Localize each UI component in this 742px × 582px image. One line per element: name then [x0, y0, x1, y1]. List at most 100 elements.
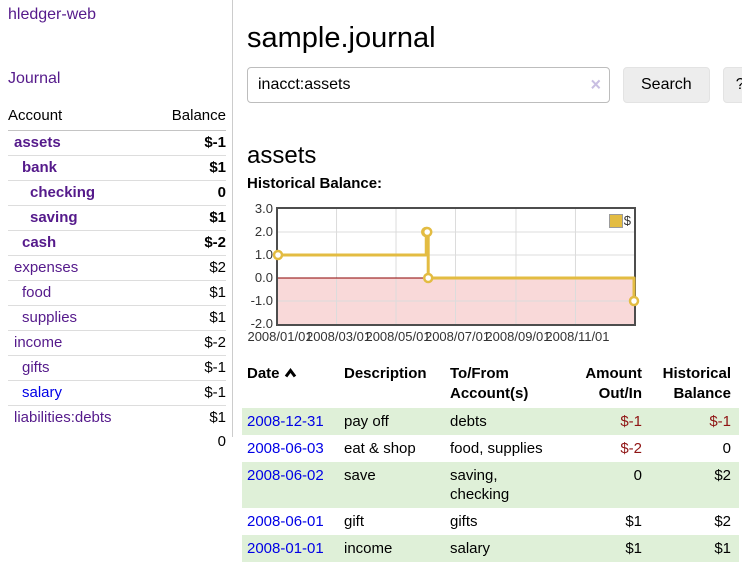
register-header-tofrom: To/From Account(s)	[448, 360, 560, 408]
register-table-body: 2008-12-31 pay off debts $-1 $-1 2008-06…	[242, 408, 739, 562]
account-balance: $-1	[204, 134, 226, 151]
account-row: checking 0	[8, 180, 226, 206]
clear-search-icon[interactable]: ×	[590, 74, 601, 95]
transaction-date-link[interactable]: 2008-06-02	[247, 467, 324, 484]
data-point-marker	[421, 226, 433, 238]
account-row: food $1	[8, 280, 226, 306]
transaction-date-link[interactable]: 2008-01-01	[247, 540, 324, 557]
data-point-marker	[628, 295, 640, 307]
transaction-row: 2008-12-31 pay off debts $-1 $-1	[242, 408, 739, 435]
transaction-row: 2008-06-01 gift gifts $1 $2	[242, 508, 739, 535]
accounts-table-header-row: Account Balance	[8, 102, 226, 131]
balance-header-line2: Balance	[673, 385, 731, 402]
account-link[interactable]: checking	[30, 184, 96, 201]
chart-plot-area: $	[272, 207, 640, 326]
x-axis-tick-label: 2008/07/01	[424, 329, 491, 344]
account-link[interactable]: supplies	[22, 309, 78, 326]
tofrom-header-line2: Account(s)	[450, 385, 529, 402]
y-axis-tick-label: 1.0	[254, 247, 273, 262]
register-header-amount: Amount Out/In	[560, 360, 644, 408]
account-ref: saving,	[450, 467, 498, 484]
account-link[interactable]: bank	[22, 159, 58, 176]
register-table: Date Description To/From Account(s) Amou…	[242, 360, 739, 562]
account-balance: $-1	[151, 355, 226, 381]
account-link[interactable]: cash	[22, 234, 57, 251]
sort-ascending-icon	[284, 365, 297, 385]
account-balance: $1	[151, 405, 226, 430]
transaction-amount: $1	[625, 513, 642, 530]
transaction-balance: $-1	[709, 413, 731, 430]
account-row: expenses $2	[8, 255, 226, 281]
search-help-button[interactable]: ?	[722, 67, 742, 103]
x-axis-tick-label: 2008/03/01	[305, 329, 372, 344]
transaction-amount: $1	[625, 540, 642, 557]
search-input[interactable]	[247, 67, 610, 103]
account-balance: 0	[151, 180, 226, 206]
account-link[interactable]: assets	[14, 134, 61, 151]
account-row: income $-2	[8, 330, 226, 356]
balance-header-line1: Historical	[662, 365, 731, 382]
account-row: assets $-1	[8, 131, 226, 156]
account-heading: assets	[247, 141, 317, 169]
transaction-date-link[interactable]: 2008-06-01	[247, 513, 324, 530]
y-axis-tick-label: -2.0	[250, 316, 273, 331]
account-row: saving $1	[8, 205, 226, 231]
account-link[interactable]: gifts	[22, 359, 50, 376]
accounts-header-balance: Balance	[151, 102, 226, 131]
account-link[interactable]: expenses	[14, 259, 79, 276]
account-balance: $1	[151, 280, 226, 306]
transaction-description: income	[344, 540, 393, 557]
account-balance: $-1	[151, 380, 226, 406]
account-row: cash $-2	[8, 230, 226, 256]
search-form: × Search ?	[247, 67, 742, 103]
accounts-total-row: 0	[8, 430, 226, 454]
account-link[interactable]: salary	[22, 384, 63, 401]
account-link[interactable]: food	[22, 284, 52, 301]
transaction-description: save	[344, 467, 376, 484]
sidebar: hledger-web Journal Account Balance asse…	[0, 0, 233, 450]
register-header-date[interactable]: Date	[242, 360, 342, 408]
date-header-label: Date	[247, 365, 280, 382]
account-row: salary $-1	[8, 380, 226, 406]
transaction-amount: $-2	[620, 440, 642, 457]
account-balance: $-2	[151, 330, 226, 356]
x-axis-tick-label: 2008/05/01	[365, 329, 431, 344]
account-row: gifts $-1	[8, 355, 226, 381]
chart-canvas	[272, 209, 640, 324]
sidebar-item-journal[interactable]: Journal	[8, 70, 61, 87]
app-brand-link[interactable]: hledger-web	[8, 6, 97, 23]
transaction-date-link[interactable]: 2008-06-03	[247, 440, 324, 457]
transaction-accounts: saving, checking	[448, 462, 560, 508]
accounts-table: Account Balance assets $-1 bank $1 check…	[8, 102, 226, 454]
transaction-date-link[interactable]: 2008-12-31	[247, 413, 324, 430]
transaction-row: 2008-06-02 save saving, checking 0 $2	[242, 462, 739, 508]
chart-section-label: Historical Balance:	[247, 175, 383, 192]
y-axis-tick-label: -1.0	[250, 293, 273, 308]
transaction-accounts: food, supplies	[448, 435, 560, 462]
transaction-description: gift	[344, 513, 365, 530]
transaction-row: 2008-06-03 eat & shop food, supplies $-2…	[242, 435, 739, 462]
transaction-balance: $2	[714, 513, 731, 530]
transaction-description: eat & shop	[344, 440, 416, 457]
account-ref: gifts	[450, 513, 478, 530]
transaction-balance: $1	[714, 540, 731, 557]
x-axis-tick-label: 2008/09/01	[485, 329, 551, 344]
account-balance: $1	[151, 155, 226, 181]
account-link[interactable]: income	[14, 334, 63, 351]
transaction-amount: 0	[633, 467, 642, 484]
search-button[interactable]: Search	[623, 67, 710, 103]
account-ref: salary	[450, 540, 491, 557]
tofrom-header-line1: To/From	[450, 365, 509, 382]
account-balance: $1	[151, 305, 226, 331]
transaction-description: pay off	[344, 413, 389, 430]
page-title: sample.journal	[247, 22, 436, 55]
amount-header-line1: Amount	[585, 365, 642, 382]
account-link[interactable]: liabilities:debts	[14, 409, 112, 426]
data-point-marker	[272, 249, 284, 261]
accounts-table-body: assets $-1 bank $1 checking 0 saving $1 …	[8, 131, 226, 430]
transaction-accounts: gifts	[448, 508, 560, 535]
search-box: ×	[247, 67, 610, 103]
account-link[interactable]: saving	[30, 209, 78, 226]
transaction-accounts: debts	[448, 408, 560, 435]
account-row: liabilities:debts $1	[8, 405, 226, 430]
